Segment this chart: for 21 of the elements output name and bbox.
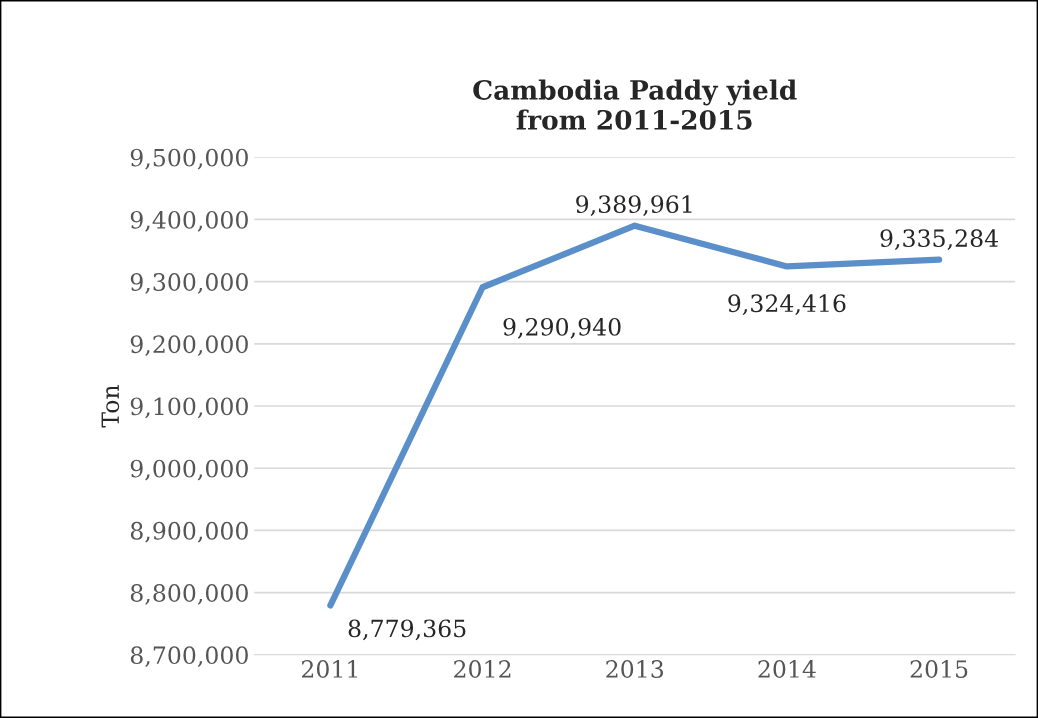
y-axis-title: Ton: [101, 385, 120, 428]
y-tick-label: 9,400,000: [130, 210, 248, 232]
data-label: 9,290,940: [503, 317, 621, 339]
data-label: 9,335,284: [880, 229, 998, 250]
x-tick-label: 2013: [606, 660, 664, 678]
data-label: 9,389,961: [576, 195, 692, 216]
y-tick-label: 8,900,000: [130, 521, 248, 543]
x-tick-label: 2014: [758, 660, 816, 678]
x-tick-label: 2012: [454, 660, 511, 678]
chart-title: Cambodia Paddy yield from 2011-2015: [473, 79, 797, 130]
y-tick-label: 9,200,000: [130, 335, 248, 357]
x-tick-label: 2011: [301, 660, 358, 678]
y-tick-label: 8,800,000: [130, 584, 248, 605]
data-label: 8,779,365: [348, 619, 466, 641]
data-label: 9,324,416: [728, 294, 846, 316]
y-tick-label: 9,100,000: [130, 397, 248, 419]
y-tick-label: 9,500,000: [130, 148, 248, 170]
y-tick-label: 9,000,000: [130, 459, 248, 481]
x-tick-label: 2015: [910, 660, 968, 678]
y-tick-label: 9,300,000: [130, 273, 248, 294]
y-tick-label: 8,700,000: [130, 646, 248, 667]
